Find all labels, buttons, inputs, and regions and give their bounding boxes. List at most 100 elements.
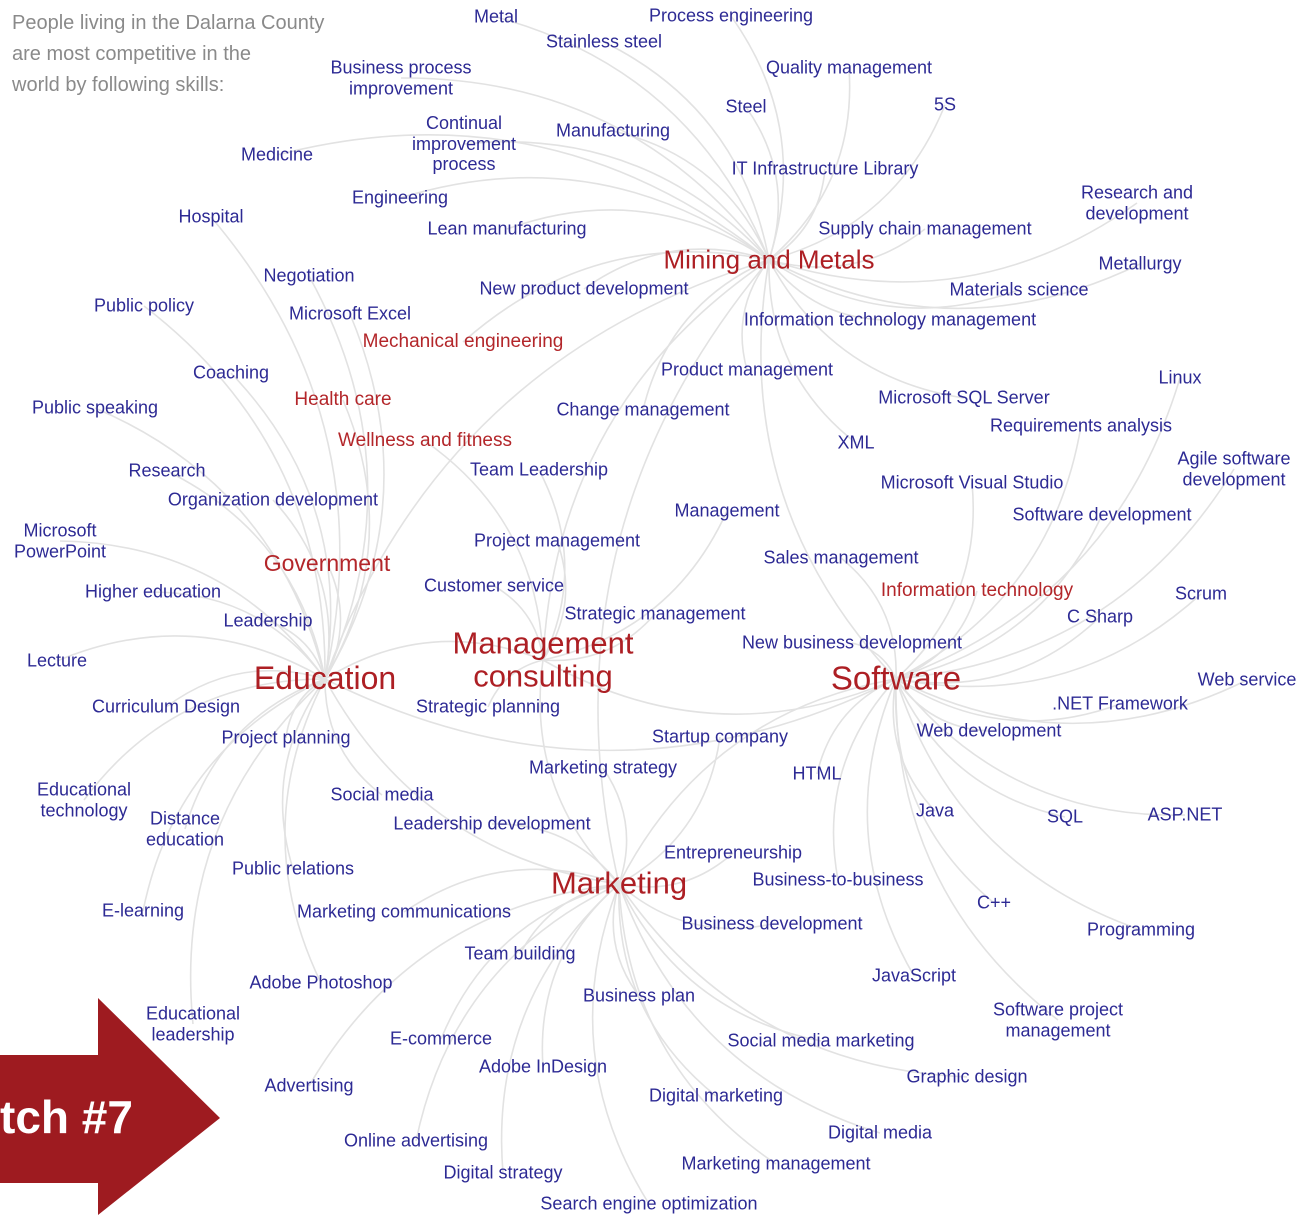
edge [184, 678, 326, 830]
edge [542, 613, 656, 662]
edge [324, 640, 544, 680]
topic-label: Health care [294, 389, 392, 411]
skill-label: ASP.NET [1147, 804, 1223, 825]
edge [165, 669, 326, 708]
edge [816, 678, 897, 775]
edge [618, 883, 881, 1134]
edge [487, 659, 544, 708]
skill-label: Java [915, 800, 955, 821]
edge [602, 767, 628, 885]
skill-label: Quality management [765, 57, 933, 78]
skill-label: Continual improvement process [411, 112, 517, 175]
skill-label: Business plan [582, 985, 696, 1006]
skill-label: IT Infrastructure Library [731, 158, 919, 179]
badge-arrow [0, 998, 220, 1215]
edge [276, 134, 770, 261]
skill-label: Graphic design [906, 1066, 1028, 1087]
edge [519, 883, 620, 955]
skill-label: Adobe InDesign [478, 1056, 608, 1077]
edge [895, 616, 1101, 684]
edge [491, 823, 620, 885]
skill-label: Stainless steel [545, 31, 663, 52]
skill-label: Lecture [26, 650, 88, 671]
edge [895, 593, 1202, 688]
edge [284, 678, 326, 984]
edge [642, 259, 770, 411]
skill-label: Research and development [1080, 182, 1194, 223]
skill-label: Public policy [93, 295, 195, 316]
skill-label: Metallurgy [1098, 253, 1182, 274]
edge [591, 883, 650, 1205]
edge [542, 540, 567, 661]
skill-label: Social media [330, 784, 434, 805]
skill-label: Marketing communications [296, 901, 512, 922]
edge [618, 852, 734, 888]
edge [440, 883, 620, 1040]
skill-label: Information technology management [743, 309, 1037, 330]
edge [894, 678, 995, 904]
skill-label: Team building [464, 943, 576, 964]
skill-label: Medicine [240, 144, 314, 165]
edge [768, 259, 857, 444]
edge [895, 678, 1186, 816]
skill-label: Microsoft Excel [288, 303, 412, 324]
skill-label: Startup company [651, 726, 789, 747]
skill-label: Web service [1197, 669, 1297, 690]
skill-label: E-commerce [389, 1028, 493, 1049]
edge [851, 642, 897, 680]
edge [506, 209, 770, 261]
edge [618, 883, 822, 1042]
skill-label: Engineering [351, 187, 449, 208]
edge [768, 67, 851, 261]
edge [399, 176, 770, 261]
hub-label: Marketing [550, 865, 688, 901]
skill-label: Supply chain management [818, 218, 1032, 239]
skill-label: C++ [976, 892, 1012, 913]
skill-label: New product development [479, 278, 689, 299]
skill-label: Metal [473, 6, 519, 27]
edge [403, 868, 620, 913]
skill-label: Organization development [167, 489, 379, 510]
skill-label: Agile software development [1177, 448, 1291, 489]
skill-label: Materials science [949, 279, 1089, 300]
skill-label: Product management [660, 359, 834, 380]
skill-label: Advertising [264, 1075, 354, 1096]
edge [230, 372, 332, 680]
skill-label: HTML [792, 763, 842, 784]
skill-label: Entrepreneurship [663, 842, 803, 863]
edge [895, 377, 1181, 680]
edge [308, 883, 620, 1087]
edge [495, 16, 770, 261]
edge [324, 313, 385, 680]
skill-label: Marketing strategy [528, 757, 678, 778]
skill-label: Higher education [84, 581, 222, 602]
edge [463, 141, 770, 261]
edge [768, 259, 1141, 310]
edge [400, 77, 770, 261]
edge [324, 259, 770, 680]
skill-label: Business-to-business [752, 869, 924, 890]
skill-label: Management [674, 500, 780, 521]
edge [143, 305, 326, 680]
skill-label: JavaScript [871, 965, 957, 986]
edge [895, 482, 975, 680]
edge [612, 883, 640, 997]
skill-label: Social media marketing [727, 1030, 915, 1051]
edge [83, 678, 326, 801]
edge [285, 678, 326, 739]
skill-label: XML [837, 432, 875, 453]
edge [618, 883, 773, 930]
skill-label: SQL [1046, 806, 1084, 827]
badge-text: tch #7 [0, 1091, 133, 1143]
skill-label: Public relations [231, 858, 355, 879]
edge [281, 678, 326, 870]
edge [895, 678, 1142, 931]
skill-label: Leadership [223, 610, 313, 631]
edge [210, 216, 341, 680]
edge [768, 104, 946, 261]
edge [895, 678, 1121, 722]
edge [768, 202, 1138, 283]
edge [324, 678, 897, 752]
edge [324, 678, 620, 885]
